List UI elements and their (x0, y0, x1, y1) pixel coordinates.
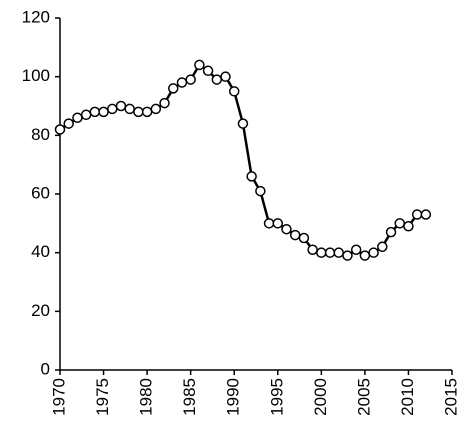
y-tick-label: 60 (31, 183, 50, 202)
data-point (185, 74, 196, 85)
data-point (150, 103, 162, 115)
data-point (350, 244, 362, 255)
x-tick-label: 2000 (311, 378, 330, 416)
data-point (115, 100, 127, 112)
data-point (211, 74, 223, 85)
data-point (411, 209, 423, 220)
data-point (176, 77, 188, 88)
data-point (263, 218, 275, 229)
data-point (289, 229, 301, 241)
data-point (281, 223, 292, 235)
x-tick-label: 2015 (441, 378, 460, 416)
data-point (359, 250, 371, 261)
data-point (368, 247, 379, 258)
data-point (307, 244, 318, 255)
data-point (63, 118, 74, 129)
data-point (167, 83, 179, 94)
x-tick-label: 1970 (49, 378, 68, 416)
data-point (385, 226, 397, 238)
data-point (89, 106, 101, 118)
y-tick-label: 120 (22, 7, 50, 26)
data-point (220, 71, 231, 82)
data-point (80, 109, 92, 121)
data-point (202, 65, 214, 77)
data-point (420, 209, 432, 220)
x-tick-label: 2010 (398, 378, 417, 416)
x-tick-label: 2005 (354, 378, 373, 416)
data-point (141, 106, 153, 118)
data-point (403, 221, 414, 232)
data-point (228, 86, 240, 97)
y-tick-label: 80 (31, 125, 50, 144)
data-line (59, 63, 426, 257)
data-point (124, 103, 135, 115)
y-tick-label: 40 (31, 242, 50, 261)
data-point (272, 218, 284, 229)
data-point (107, 103, 118, 115)
data-point (255, 185, 266, 197)
y-tick-label: 0 (41, 359, 50, 378)
x-tick-label: 1980 (137, 378, 156, 416)
data-point (324, 247, 336, 258)
data-point (298, 232, 310, 244)
data-point (54, 124, 66, 135)
x-tick-label: 1985 (180, 378, 199, 416)
data-point (377, 241, 388, 253)
data-point (333, 247, 345, 258)
data-point (98, 106, 109, 118)
data-point (72, 112, 83, 123)
data-point (316, 247, 327, 258)
data-point (246, 171, 257, 182)
y-tick-label: 20 (31, 301, 50, 320)
data-point (194, 59, 205, 71)
data-point (159, 97, 170, 109)
x-tick-label: 1990 (224, 378, 243, 416)
data-point (237, 118, 249, 129)
data-point (133, 106, 144, 118)
x-tick-label: 1975 (93, 378, 112, 416)
data-point (342, 250, 353, 261)
x-tick-label: 1995 (267, 378, 286, 416)
data-point (394, 218, 405, 229)
y-tick-label: 100 (22, 66, 50, 85)
